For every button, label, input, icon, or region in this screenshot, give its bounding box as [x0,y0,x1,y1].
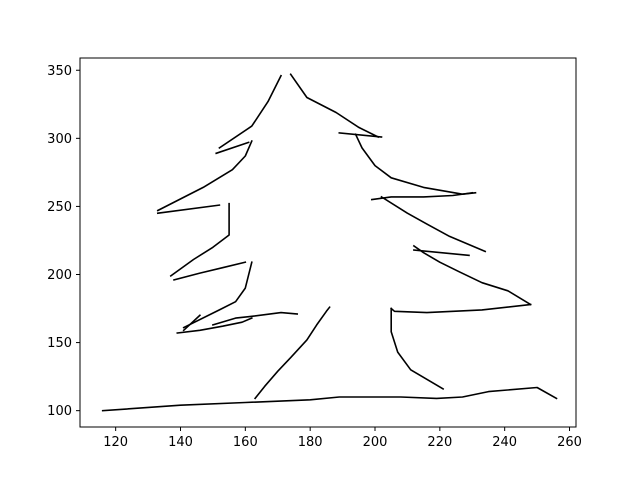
x-tick-label-160: 160 [233,435,258,450]
series-line-10 [215,141,250,155]
series-line-3 [176,317,253,334]
series-line-5 [182,261,253,329]
series-line-11 [218,74,283,150]
plot-frame [79,57,577,428]
series-line-18 [413,249,470,257]
series-line-2 [211,311,299,326]
y-tick-label-300: 300 [47,132,72,147]
x-tick-label-240: 240 [492,435,517,450]
series-line-8 [156,204,221,215]
x-tick-label-120: 120 [103,435,128,450]
x-tick-label-140: 140 [168,435,193,450]
series-line-15 [370,191,474,201]
plot-area [80,58,576,427]
y-tick-label-100: 100 [47,404,72,419]
series-line-13 [338,132,383,138]
y-tick-label-350: 350 [47,64,72,79]
series-line-12 [289,73,380,139]
series-line-9 [156,140,253,212]
series-line-6 [173,261,247,281]
series-lines [101,73,558,412]
series-line-20 [390,307,445,390]
x-axis: 120 140 160 180 200 220 240 260 [103,427,582,450]
y-tick-label-150: 150 [47,336,72,351]
y-tick-label-200: 200 [47,268,72,283]
x-tick-label-180: 180 [298,435,323,450]
series-line-1 [253,306,331,400]
series-line-16 [380,195,487,253]
x-tick-label-200: 200 [363,435,388,450]
series-line-19 [390,303,532,314]
x-tick-label-220: 220 [427,435,452,450]
series-line-7 [169,202,230,278]
y-axis: 100 150 200 250 300 350 [47,64,80,419]
series-line-17 [412,244,532,306]
series-line-0 [101,386,558,412]
y-tick-label-250: 250 [47,200,72,215]
x-tick-label-260: 260 [557,435,582,450]
